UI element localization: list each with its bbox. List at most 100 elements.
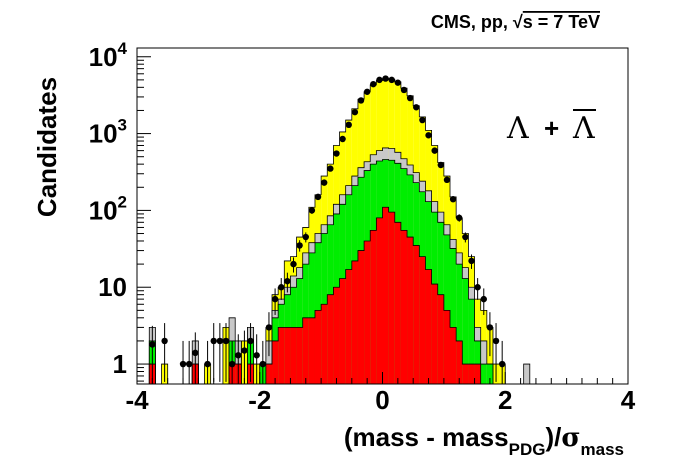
data-point <box>462 232 469 243</box>
data-point <box>431 147 438 154</box>
bar-red <box>284 327 291 384</box>
point-marker <box>333 150 340 157</box>
bar-green <box>450 248 457 384</box>
data-point <box>474 278 481 300</box>
point-marker <box>394 79 402 86</box>
point-marker <box>376 76 383 84</box>
point-marker <box>462 233 469 241</box>
bar-red <box>456 340 463 384</box>
data-point <box>425 132 432 139</box>
bar-red <box>272 340 279 384</box>
bar-red <box>425 269 432 384</box>
y-tick-label: 104 <box>89 39 128 72</box>
bar-green <box>468 299 475 384</box>
x-tick-label: 4 <box>621 385 636 415</box>
data-point <box>290 257 297 273</box>
data-point <box>235 334 242 384</box>
point-marker <box>382 75 389 82</box>
data-point <box>370 80 377 88</box>
point-marker <box>327 165 334 172</box>
bar-green <box>474 340 481 384</box>
point-marker <box>290 260 297 268</box>
point-marker <box>468 257 475 265</box>
data-point <box>406 94 414 102</box>
data-point <box>216 323 224 382</box>
y-axis: 1 10 102 103 104 <box>89 39 151 382</box>
point-marker <box>302 233 309 241</box>
data-point <box>363 88 371 95</box>
point-marker <box>437 161 445 169</box>
bar-green <box>486 364 493 384</box>
data-point <box>302 232 309 243</box>
bar-red <box>308 317 315 384</box>
bar-green <box>456 264 463 384</box>
point-marker <box>228 360 236 368</box>
bar-red <box>394 222 401 384</box>
point-marker <box>253 352 260 359</box>
bar-red <box>265 364 273 384</box>
bar-red <box>314 310 322 384</box>
bar-green <box>443 234 451 384</box>
point-marker <box>480 295 487 303</box>
point-marker <box>370 80 377 88</box>
data-point <box>222 323 230 382</box>
bar-red <box>419 256 426 384</box>
x-tick-label: -2 <box>248 385 271 415</box>
point-marker <box>241 347 248 354</box>
data-point <box>271 288 279 315</box>
bar-red <box>388 212 395 384</box>
point-marker <box>419 116 426 124</box>
x-tick-label: -4 <box>125 385 149 415</box>
x-tick-label: 2 <box>498 385 512 415</box>
data-point <box>247 323 254 382</box>
data-point <box>185 340 193 384</box>
chart-title: CMS, pp, √s = 7 TeV <box>431 12 600 32</box>
point-marker <box>351 108 359 116</box>
data-point <box>419 116 426 124</box>
data-point <box>284 272 291 293</box>
bar-red <box>364 240 371 384</box>
bar-grey <box>523 364 530 384</box>
bar-red <box>413 245 420 384</box>
data-point <box>449 195 457 203</box>
point-marker <box>388 76 395 84</box>
point-marker <box>161 337 168 345</box>
point-marker <box>406 94 414 102</box>
bar-red <box>407 237 414 384</box>
point-marker <box>222 337 230 345</box>
point-marker <box>308 207 316 214</box>
data-point <box>253 334 260 384</box>
data-point <box>468 254 475 269</box>
bar-red <box>431 284 438 384</box>
point-marker <box>247 337 254 345</box>
data-point <box>357 97 365 104</box>
data-point <box>179 340 187 384</box>
bar-red <box>376 217 383 384</box>
lambda-annotation: Λ + Λ <box>506 109 596 146</box>
point-marker <box>431 147 438 154</box>
y-axis-label: Candidates <box>32 77 62 217</box>
data-point <box>394 79 402 86</box>
point-marker <box>259 360 267 368</box>
point-marker <box>339 135 346 143</box>
bar-red <box>296 327 303 384</box>
point-marker <box>357 97 365 104</box>
data-point <box>228 340 236 384</box>
data-point <box>345 121 352 129</box>
data-point <box>388 76 395 84</box>
data-point <box>259 340 267 384</box>
data-point <box>241 330 248 384</box>
data-point <box>492 323 500 382</box>
data-points <box>149 75 506 384</box>
data-point <box>320 179 328 186</box>
data-point <box>456 214 463 222</box>
y-tick-label: 102 <box>89 192 127 225</box>
point-marker <box>284 277 291 285</box>
stacked-histogram-bars <box>148 78 531 384</box>
bar-red <box>327 294 334 384</box>
bar-red <box>437 294 444 384</box>
point-marker <box>235 352 242 359</box>
bar-red <box>382 207 389 384</box>
data-point <box>376 76 383 84</box>
